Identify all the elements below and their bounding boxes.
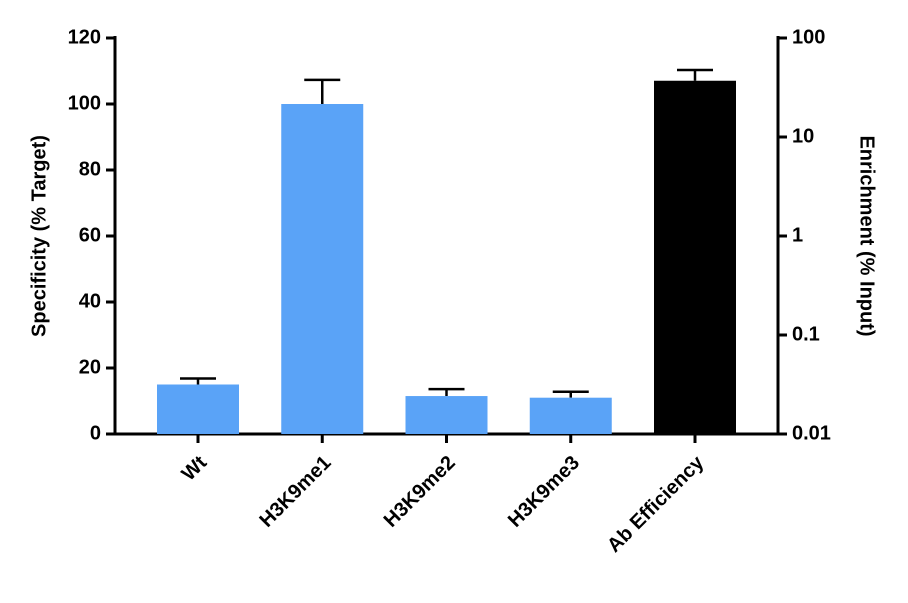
y-tick-label: 80 <box>79 158 101 180</box>
x-tick-label: H3K9me2 <box>380 452 460 532</box>
bar <box>529 397 612 434</box>
bar <box>405 396 488 434</box>
bar <box>157 384 239 434</box>
y2-tick-label: 0.1 <box>792 323 820 345</box>
y-tick-label: 0 <box>90 422 101 444</box>
y-tick-label: 20 <box>79 356 101 378</box>
x-tick-label: Wt <box>178 451 212 485</box>
y-tick-label: 40 <box>79 290 101 312</box>
y2-tick-label: 100 <box>792 26 825 48</box>
bar <box>281 104 364 434</box>
x-tick-label: H3K9me3 <box>504 452 584 532</box>
y2-tick-label: 10 <box>792 125 814 147</box>
x-tick-label: H3K9me1 <box>255 452 335 532</box>
y2-axis-title: Enrichment (% Input) <box>856 135 878 336</box>
y-axis-title: Specificity (% Target) <box>28 135 50 337</box>
bar <box>654 80 736 434</box>
y2-tick-label: 0.01 <box>792 422 831 444</box>
y-tick-label: 120 <box>68 26 101 48</box>
x-tick-label: Ab Efficiency <box>603 451 709 557</box>
y-tick-label: 60 <box>79 224 101 246</box>
y-tick-label: 100 <box>68 92 101 114</box>
y2-tick-label: 1 <box>792 224 803 246</box>
